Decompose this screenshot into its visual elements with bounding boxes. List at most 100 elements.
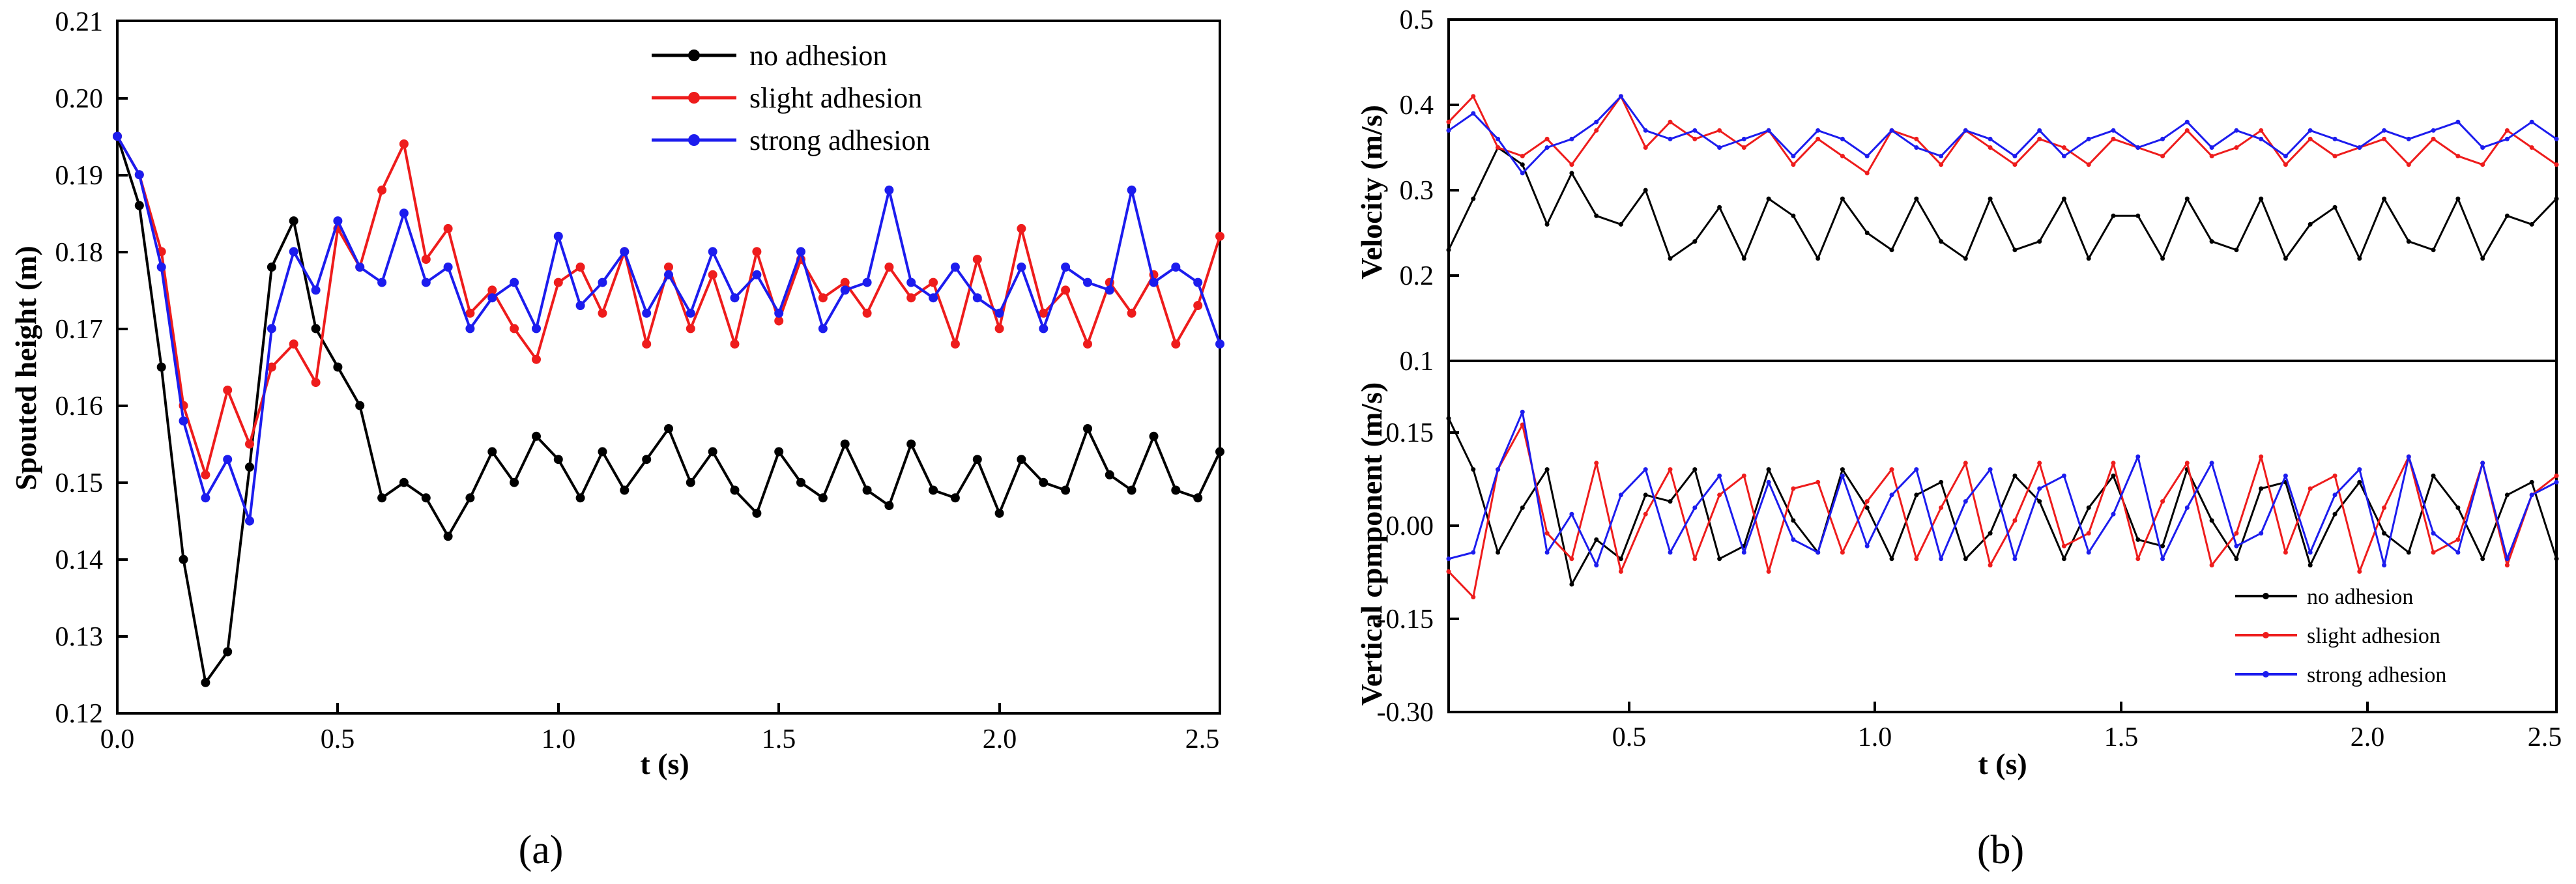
b_bottom-point-slight-adhesion	[2234, 531, 2239, 536]
b_bottom-point-no-adhesion	[2357, 479, 2362, 485]
b_bottom-series-line-slight-adhesion	[1447, 423, 2557, 599]
legend-b-label-strong-adhesion: strong adhesion	[2307, 663, 2446, 687]
b_top-point-no-adhesion	[1889, 248, 1894, 253]
panel-a-y-tick-label: 0.15	[55, 468, 104, 498]
b_top-point-no-adhesion	[1618, 221, 1623, 227]
panel-a-y-tick-label: 0.18	[55, 238, 104, 268]
a-point-slight-adhesion	[575, 263, 585, 272]
b_top-point-strong-adhesion	[1692, 128, 1698, 133]
panel-a-y-tick-label: 0.14	[55, 545, 104, 575]
a-point-strong-adhesion	[156, 263, 166, 272]
b_top-point-slight-adhesion	[2037, 136, 2042, 141]
b_bottom-point-slight-adhesion	[2259, 454, 2264, 459]
b_bottom-point-slight-adhesion	[2111, 461, 2116, 466]
b_bottom-point-strong-adhesion	[2160, 556, 2165, 562]
a-point-slight-adhesion	[311, 378, 321, 388]
a-point-no-adhesion	[1171, 485, 1181, 495]
b_top-point-no-adhesion	[1668, 256, 1673, 261]
panel-b-x-tick-label: 2.0	[2351, 722, 2385, 752]
b_bottom-point-slight-adhesion	[1791, 486, 1796, 491]
b_bottom-point-no-adhesion	[2406, 550, 2411, 555]
b_bottom-point-no-adhesion	[2111, 473, 2116, 478]
b_top-point-no-adhesion	[1446, 248, 1451, 253]
a-point-no-adhesion	[884, 501, 894, 511]
a-point-strong-adhesion	[972, 293, 982, 303]
a-point-no-adhesion	[355, 401, 365, 410]
a-point-slight-adhesion	[1039, 308, 1049, 318]
b_bottom-point-slight-adhesion	[2037, 461, 2042, 466]
a-point-slight-adhesion	[950, 339, 960, 349]
a-point-no-adhesion	[156, 362, 166, 372]
b_top-point-slight-adhesion	[1741, 145, 1746, 150]
b_bottom-point-no-adhesion	[1988, 531, 1993, 536]
b_top-point-strong-adhesion	[2061, 154, 2066, 159]
a-point-no-adhesion	[1149, 431, 1159, 441]
legend-label-strong-adhesion: strong adhesion	[749, 124, 930, 156]
b_top-point-strong-adhesion	[1939, 154, 1944, 159]
b_top-point-no-adhesion	[1717, 205, 1722, 210]
b_top-point-no-adhesion	[1914, 196, 1919, 201]
b_top-point-strong-adhesion	[2406, 136, 2411, 141]
b_bottom-point-slight-adhesion	[2086, 531, 2091, 536]
a-point-strong-adhesion	[906, 278, 916, 287]
b_bottom-point-no-adhesion	[2308, 563, 2313, 568]
a-point-slight-adhesion	[465, 308, 475, 318]
a-point-slight-adhesion	[752, 247, 762, 257]
b_top-point-slight-adhesion	[2234, 145, 2239, 150]
b_bottom-point-slight-adhesion	[1741, 473, 1746, 478]
b_bottom-point-slight-adhesion	[2160, 499, 2165, 504]
a-point-no-adhesion	[289, 216, 298, 226]
b_bottom-point-no-adhesion	[1618, 556, 1623, 562]
b_bottom-point-strong-adhesion	[2455, 550, 2461, 555]
b_top-point-slight-adhesion	[1643, 145, 1648, 150]
b_bottom-point-slight-adhesion	[2504, 563, 2510, 568]
a-point-slight-adhesion	[884, 263, 894, 272]
panel-b-bottom-y-tick-label: 0.00	[1386, 511, 1434, 541]
a-point-no-adhesion	[553, 455, 563, 464]
panel-a-x-axis-title: t (s)	[640, 747, 689, 780]
panel-b-top-y-tick-label: 0.3	[1400, 176, 1434, 206]
b_top-point-slight-adhesion	[1668, 119, 1673, 124]
b_bottom-point-no-adhesion	[2135, 537, 2141, 542]
a-point-strong-adhesion	[620, 247, 630, 257]
a-point-strong-adhesion	[950, 263, 960, 272]
b_top-point-strong-adhesion	[2135, 145, 2141, 150]
b_top-point-strong-adhesion	[2160, 136, 2165, 141]
a-point-slight-adhesion	[487, 285, 497, 295]
b_bottom-point-slight-adhesion	[1914, 556, 1919, 562]
panel-b-top-y-tick-label: 0.2	[1400, 261, 1434, 291]
panel-a-series	[113, 132, 1224, 687]
b_bottom-point-no-adhesion	[1594, 537, 1599, 542]
b_bottom-point-strong-adhesion	[1988, 467, 1993, 472]
b_bottom-point-slight-adhesion	[1668, 467, 1673, 472]
b_top-point-strong-adhesion	[1520, 171, 1525, 176]
b_bottom-point-no-adhesion	[2160, 543, 2165, 549]
b_top-point-no-adhesion	[1520, 162, 1525, 167]
b_top-point-no-adhesion	[2135, 213, 2141, 218]
caption-a: (a)	[519, 828, 564, 872]
b_top-point-strong-adhesion	[1988, 136, 1993, 141]
b_top-point-no-adhesion	[1963, 256, 1968, 261]
a-point-strong-adhesion	[1215, 339, 1224, 349]
b_top-point-no-adhesion	[2480, 256, 2485, 261]
b_bottom-point-no-adhesion	[1840, 467, 1845, 472]
b_bottom-point-strong-adhesion	[2431, 531, 2436, 536]
a-point-slight-adhesion	[510, 324, 519, 334]
b_bottom-point-slight-adhesion	[2135, 556, 2141, 562]
a-point-strong-adhesion	[840, 285, 850, 295]
b_bottom-point-strong-adhesion	[2308, 550, 2313, 555]
a-point-no-adhesion	[598, 447, 607, 457]
b_top-point-slight-adhesion	[2480, 162, 2485, 167]
a-point-strong-adhesion	[134, 170, 144, 180]
a-point-no-adhesion	[686, 478, 695, 487]
a-point-strong-adhesion	[575, 301, 585, 310]
b_bottom-point-slight-adhesion	[2357, 569, 2362, 574]
a-point-slight-adhesion	[267, 362, 276, 372]
b_bottom-point-strong-adhesion	[2554, 479, 2559, 485]
b_top-point-no-adhesion	[1840, 196, 1845, 201]
panel-b-x-tick-label: 2.5	[2528, 722, 2562, 752]
a-point-no-adhesion	[487, 447, 497, 457]
b_top-point-slight-adhesion	[1840, 154, 1845, 159]
a-point-strong-adhesion	[201, 493, 210, 503]
legend-marker-strong-adhesion	[688, 134, 700, 146]
